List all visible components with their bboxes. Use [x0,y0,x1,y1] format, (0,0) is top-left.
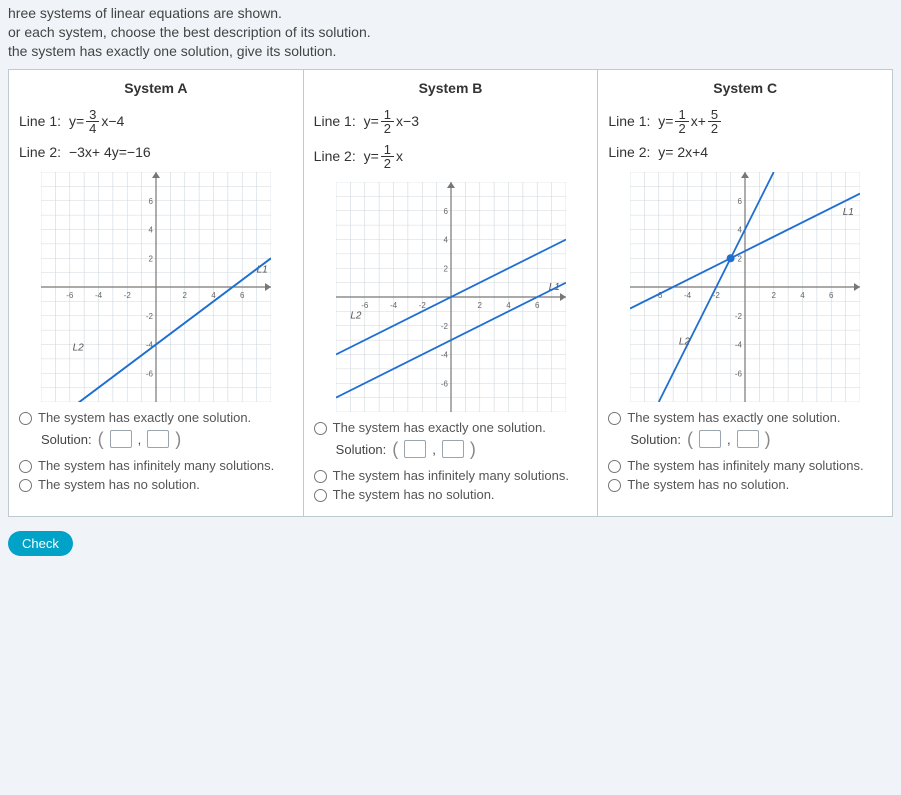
svg-text:-2: -2 [735,312,743,321]
line2-equation: Line 2: −3x+ 4y=−16 [19,143,293,160]
svg-text:-2: -2 [418,301,426,310]
instruction-line: hree systems of linear equations are sho… [8,4,893,23]
svg-text:6: 6 [535,301,540,310]
fraction: 5 2 [708,108,721,135]
svg-text:L1: L1 [256,265,267,276]
svg-text:2: 2 [182,291,187,300]
svg-text:L1: L1 [548,281,559,292]
svg-text:2: 2 [443,264,448,273]
svg-text:6: 6 [240,291,245,300]
system-a-graph: -6-6-4-4-2-2224466L1L2 [41,172,271,402]
instruction-line: or each system, choose the best descript… [8,23,893,42]
choice-none[interactable]: The system has no solution. [314,487,588,502]
radio-one[interactable] [19,412,32,425]
svg-text:-6: -6 [735,369,743,378]
solution-y-input[interactable] [442,440,464,458]
radio-infinite[interactable] [19,460,32,473]
choice-infinite[interactable]: The system has infinitely many solutions… [608,458,882,473]
choice-infinite[interactable]: The system has infinitely many solutions… [314,468,588,483]
system-title: System A [19,80,293,96]
radio-none[interactable] [19,479,32,492]
svg-text:-4: -4 [735,340,743,349]
choice-one-solution[interactable]: The system has exactly one solution. [19,410,293,425]
svg-text:-2: -2 [146,312,154,321]
system-b-graph: -6 -6 -4 -4 -2 -2 2 2 4 4 6 6 L1 L2 [336,182,566,412]
solution-y-input[interactable] [147,430,169,448]
line2-label: Line 2: [608,144,650,160]
system-title: System B [314,80,588,96]
systems-table: System A Line 1: y= 3 4 x−4 Line 2: −3x+… [8,69,893,517]
line2-label: Line 2: [19,144,61,160]
svg-text:-6: -6 [66,291,74,300]
system-c-graph: -6-6-4-4-2-2224466L1L2 [630,172,860,402]
solution-x-input[interactable] [699,430,721,448]
svg-text:2: 2 [477,301,482,310]
fraction: 1 2 [675,108,688,135]
system-b-column: System B Line 1: y= 1 2 x−3 Line 2: y= [304,70,599,516]
svg-text:2: 2 [772,291,777,300]
svg-text:L2: L2 [350,310,362,321]
system-title: System C [608,80,882,96]
fraction: 1 2 [381,108,394,135]
svg-text:6: 6 [829,291,834,300]
fraction: 3 4 [86,108,99,135]
svg-text:2: 2 [738,254,743,263]
radio-none[interactable] [314,489,327,502]
radio-infinite[interactable] [314,470,327,483]
radio-none[interactable] [608,479,621,492]
line1-equation: Line 1: y= 3 4 x−4 [19,108,293,135]
radio-one[interactable] [314,422,327,435]
choice-one-solution[interactable]: The system has exactly one solution. [608,410,882,425]
svg-text:4: 4 [211,291,216,300]
radio-infinite[interactable] [608,460,621,473]
svg-text:-6: -6 [361,301,369,310]
solution-x-input[interactable] [110,430,132,448]
svg-text:L2: L2 [72,342,84,353]
svg-text:4: 4 [443,235,448,244]
radio-one[interactable] [608,412,621,425]
solution-y-input[interactable] [737,430,759,448]
svg-text:-6: -6 [440,379,448,388]
svg-text:4: 4 [506,301,511,310]
line2-equation: Line 2: y= 1 2 x [314,143,588,170]
svg-text:6: 6 [738,197,743,206]
choice-none[interactable]: The system has no solution. [608,477,882,492]
instructions: hree systems of linear equations are sho… [8,4,893,61]
svg-text:6: 6 [148,197,153,206]
line2-equation: Line 2: y= 2x+4 [608,143,882,160]
line2-label: Line 2: [314,148,356,164]
svg-text:4: 4 [738,225,743,234]
svg-text:-4: -4 [95,291,103,300]
svg-text:6: 6 [443,206,448,215]
svg-text:4: 4 [148,225,153,234]
solution-entry: Solution: ( , ) [630,429,882,450]
svg-text:-4: -4 [684,291,692,300]
instruction-line: the system has exactly one solution, giv… [8,42,893,61]
fraction: 1 2 [381,143,394,170]
svg-text:L2: L2 [679,336,691,347]
line1-label: Line 1: [608,113,650,129]
solution-entry: Solution: ( , ) [41,429,293,450]
svg-text:-2: -2 [440,321,448,330]
line1-equation: Line 1: y= 1 2 x+ 5 2 [608,108,882,135]
system-a-column: System A Line 1: y= 3 4 x−4 Line 2: −3x+… [9,70,304,516]
svg-text:-4: -4 [440,350,448,359]
svg-text:2: 2 [148,254,153,263]
line1-label: Line 1: [314,113,356,129]
svg-text:-2: -2 [124,291,132,300]
svg-text:-6: -6 [146,369,154,378]
svg-text:L1: L1 [843,207,854,218]
system-c-column: System C Line 1: y= 1 2 x+ 5 2 [598,70,892,516]
check-button[interactable]: Check [8,531,73,556]
line1-label: Line 1: [19,113,61,129]
line1-equation: Line 1: y= 1 2 x−3 [314,108,588,135]
solution-x-input[interactable] [404,440,426,458]
svg-text:-4: -4 [389,301,397,310]
choice-one-solution[interactable]: The system has exactly one solution. [314,420,588,435]
choice-none[interactable]: The system has no solution. [19,477,293,492]
solution-entry: Solution: ( , ) [336,439,588,460]
choice-infinite[interactable]: The system has infinitely many solutions… [19,458,293,473]
svg-text:4: 4 [800,291,805,300]
